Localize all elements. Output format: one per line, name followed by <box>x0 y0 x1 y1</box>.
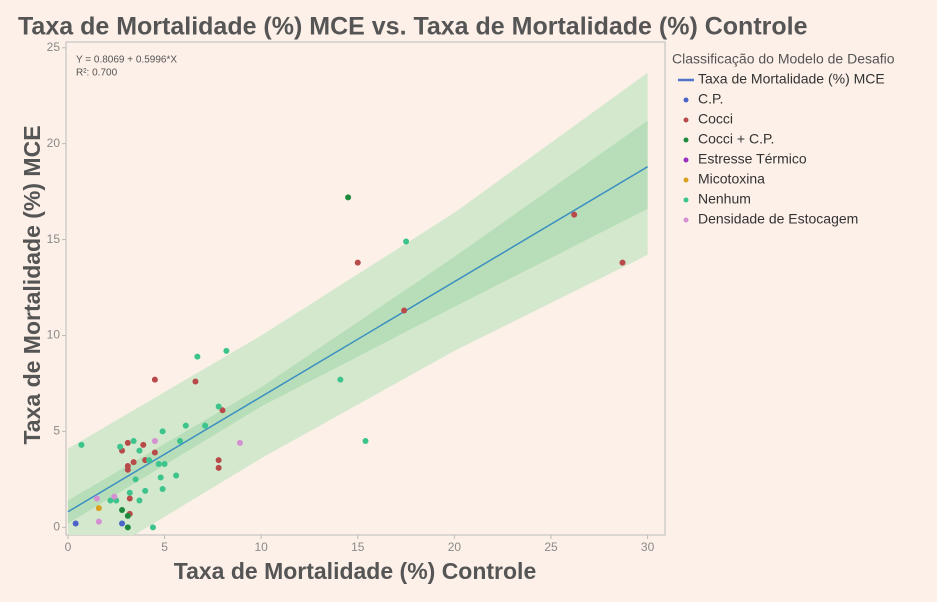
data-point <box>140 441 147 448</box>
y-tick-label: 0 <box>53 519 60 533</box>
legend-marker <box>683 137 689 143</box>
data-point <box>151 449 158 456</box>
data-point <box>354 259 361 266</box>
legend-marker <box>683 157 689 163</box>
x-tick-label: 30 <box>641 540 655 554</box>
data-point <box>161 461 168 468</box>
y-tick-label: 15 <box>47 232 61 246</box>
data-point <box>136 497 143 504</box>
data-point <box>78 441 85 448</box>
legend-label: Cocci + C.P. <box>698 131 774 147</box>
data-point <box>236 439 243 446</box>
chart-title: Taxa de Mortalidade (%) MCE vs. Taxa de … <box>18 13 808 41</box>
data-point <box>155 461 162 468</box>
data-point <box>403 238 410 245</box>
data-point <box>136 447 143 454</box>
data-point <box>337 376 344 383</box>
data-point <box>215 403 222 410</box>
data-point <box>130 459 137 466</box>
data-point <box>619 259 626 266</box>
data-point <box>202 422 209 429</box>
data-point <box>571 211 578 218</box>
data-point <box>157 474 164 481</box>
data-point <box>95 518 102 525</box>
x-tick-label: 20 <box>448 540 462 554</box>
legend-label: Taxa de Mortalidade (%) MCE <box>698 71 885 87</box>
legend-label: Nenhum <box>698 191 751 207</box>
data-point <box>119 520 126 527</box>
data-point <box>124 439 131 446</box>
x-tick-label: 10 <box>254 540 268 554</box>
data-point <box>173 472 180 479</box>
data-point <box>149 524 156 531</box>
x-tick-label: 0 <box>65 540 72 554</box>
data-point <box>362 438 369 445</box>
equation: Y = 0.8069 + 0.5996*X <box>76 55 177 66</box>
data-point <box>126 489 133 496</box>
data-point <box>72 520 79 527</box>
data-point <box>142 487 149 494</box>
y-axis-label: Taxa de Mortalidade (%) MCE <box>19 125 45 444</box>
data-point <box>159 428 166 435</box>
data-point <box>119 507 126 514</box>
data-point <box>215 464 222 471</box>
data-point <box>219 407 226 414</box>
data-point <box>215 457 222 464</box>
r-squared: R²: 0.700 <box>76 68 118 79</box>
data-point <box>124 466 131 473</box>
data-point <box>345 194 352 201</box>
x-tick-label: 5 <box>161 540 168 554</box>
y-tick-label: 20 <box>47 136 61 150</box>
legend-marker <box>683 197 689 203</box>
regression-line <box>67 166 648 513</box>
data-point <box>192 378 199 385</box>
data-point <box>130 438 137 445</box>
data-point <box>151 376 158 383</box>
data-point <box>151 438 158 445</box>
legend-label: Cocci <box>698 111 733 127</box>
plot-content <box>67 72 648 535</box>
legend-label: C.P. <box>698 91 723 107</box>
data-point <box>107 497 114 504</box>
data-point <box>223 347 230 354</box>
legend-label: Micotoxina <box>698 171 765 187</box>
legend-label: Densidade de Estocagem <box>698 211 858 227</box>
data-point <box>177 438 184 445</box>
data-point <box>401 307 408 314</box>
legend-marker <box>683 97 689 103</box>
data-point <box>159 485 166 492</box>
confidence-band <box>67 120 648 524</box>
data-point <box>124 512 131 519</box>
data-point <box>182 422 189 429</box>
data-point <box>124 524 131 531</box>
data-point <box>93 495 100 502</box>
data-point <box>126 495 133 502</box>
legend-marker <box>683 217 689 223</box>
legend-marker <box>683 117 689 123</box>
x-tick-label: 15 <box>351 540 365 554</box>
y-tick-label: 5 <box>53 424 60 438</box>
y-tick-label: 25 <box>47 40 61 54</box>
data-point <box>117 443 124 450</box>
data-point <box>194 353 201 360</box>
legend-marker <box>683 177 689 183</box>
data-point <box>111 493 118 500</box>
data-point <box>95 505 102 512</box>
legend-label: Estresse Térmico <box>698 151 807 167</box>
x-axis-label: Taxa de Mortalidade (%) Controle <box>174 558 537 584</box>
data-point <box>146 457 153 464</box>
data-point <box>132 476 139 483</box>
y-tick-label: 10 <box>47 328 61 342</box>
legend-title: Classificação do Modelo de Desafio <box>672 51 895 67</box>
x-tick-label: 25 <box>544 540 558 554</box>
